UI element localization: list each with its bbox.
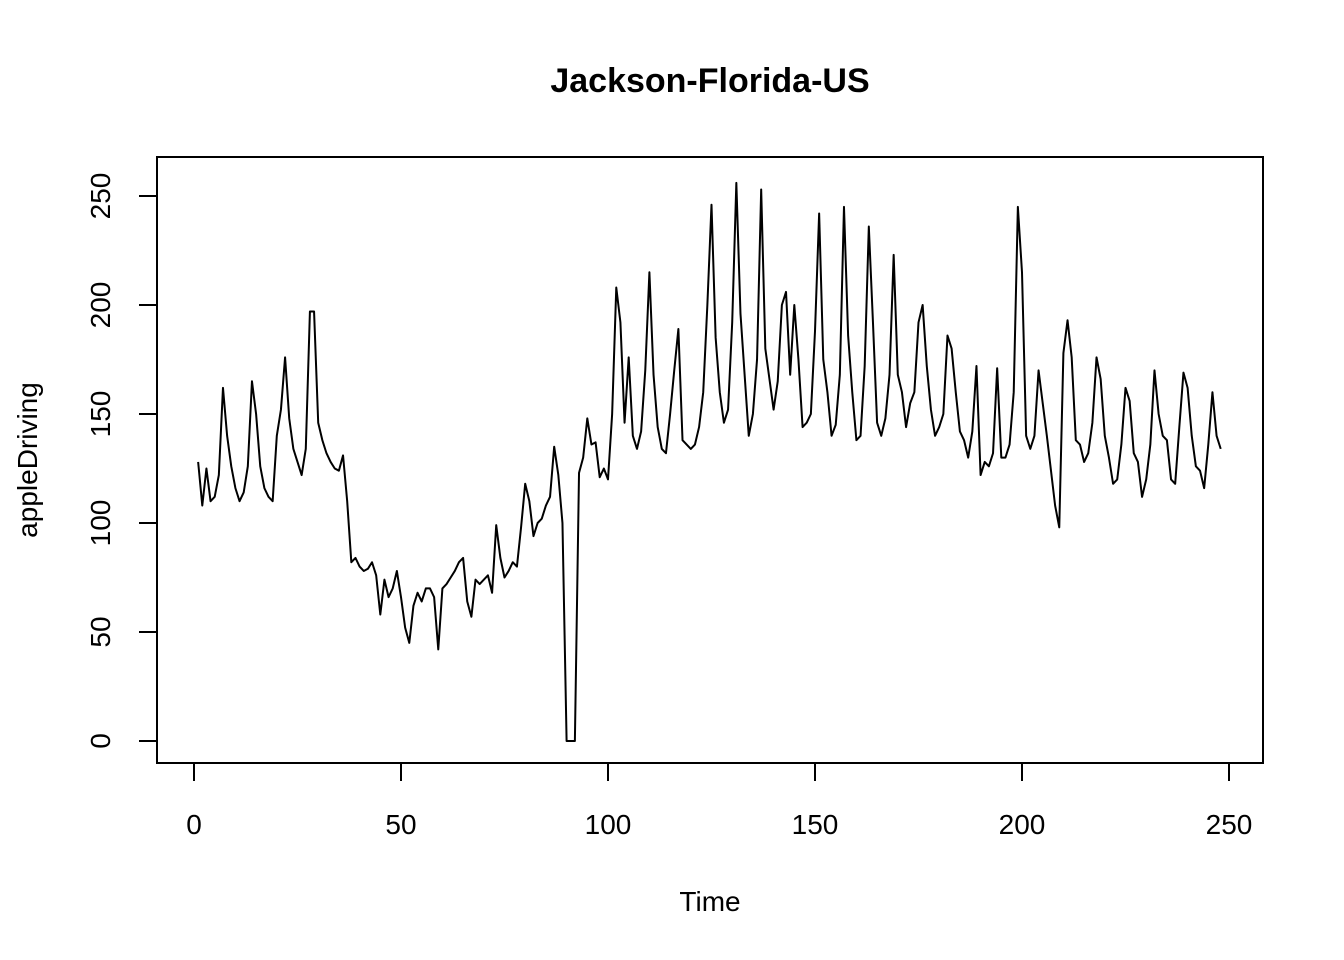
y-tick-label: 200 <box>85 282 116 329</box>
x-tick-label: 150 <box>792 809 839 840</box>
y-tick-label: 250 <box>85 173 116 220</box>
y-axis-label: appleDriving <box>12 382 43 538</box>
y-axis: 0 50 100 150 200 250 <box>85 173 158 749</box>
x-axis-label: Time <box>679 886 740 917</box>
y-tick-label: 100 <box>85 500 116 547</box>
x-tick-label: 250 <box>1206 809 1253 840</box>
y-tick-label: 150 <box>85 391 116 438</box>
x-tick-label: 50 <box>385 809 416 840</box>
x-tick-label: 0 <box>186 809 202 840</box>
series-line <box>197 181 1222 742</box>
chart-title: Jackson-Florida-US <box>550 62 869 100</box>
y-tick-label: 50 <box>85 616 116 647</box>
y-tick-label: 0 <box>85 733 116 749</box>
x-tick-label: 200 <box>999 809 1046 840</box>
x-tick-label: 100 <box>585 809 632 840</box>
x-axis: 0 50 100 150 200 250 <box>186 762 1253 840</box>
